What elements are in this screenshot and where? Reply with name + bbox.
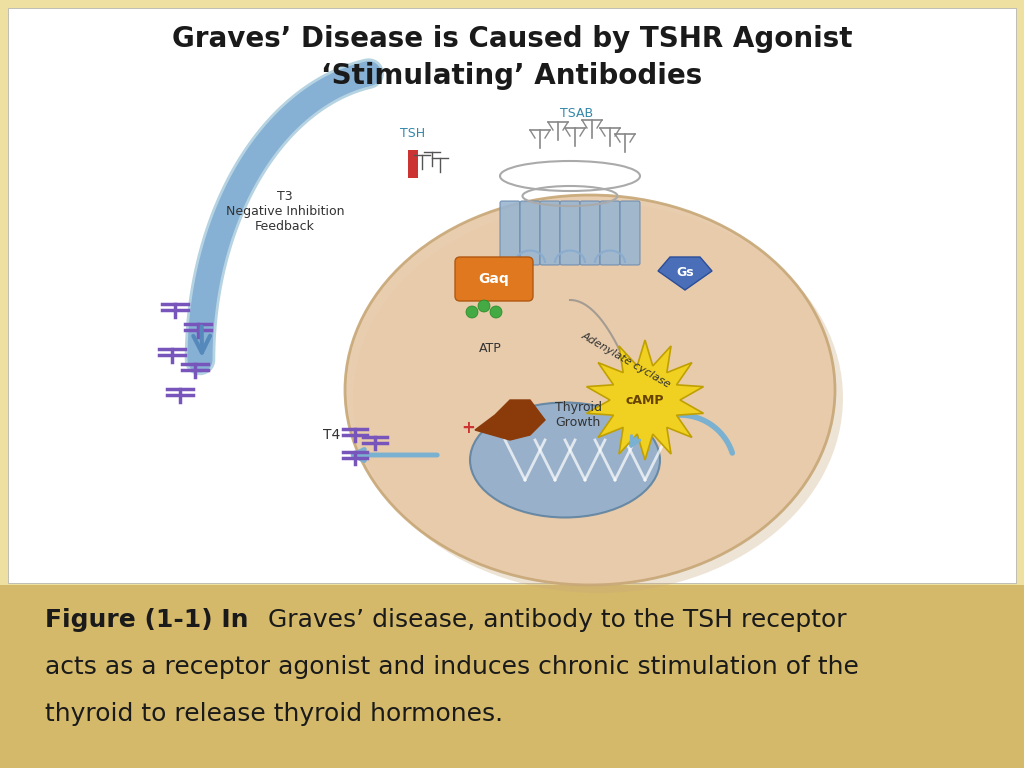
- Text: cAMP: cAMP: [626, 393, 665, 406]
- Text: +: +: [461, 419, 475, 437]
- FancyBboxPatch shape: [620, 201, 640, 265]
- FancyBboxPatch shape: [520, 201, 540, 265]
- Bar: [8, 8, 1016, 583]
- Polygon shape: [587, 340, 703, 460]
- Text: Adenylate cyclase: Adenylate cyclase: [580, 330, 673, 389]
- FancyBboxPatch shape: [560, 201, 580, 265]
- Ellipse shape: [345, 195, 835, 585]
- FancyBboxPatch shape: [580, 201, 600, 265]
- Circle shape: [466, 306, 478, 318]
- Text: Thyroid
Growth: Thyroid Growth: [555, 401, 602, 429]
- Text: Graves’ Disease is Caused by TSHR Agonist
‘Stimulating’ Antibodies: Graves’ Disease is Caused by TSHR Agonis…: [172, 25, 852, 90]
- Text: thyroid to release thyroid hormones.: thyroid to release thyroid hormones.: [45, 702, 503, 726]
- FancyBboxPatch shape: [600, 201, 620, 265]
- Ellipse shape: [470, 402, 660, 518]
- Text: TSAB: TSAB: [560, 107, 594, 120]
- Text: Figure (1-1) In: Figure (1-1) In: [45, 608, 249, 632]
- Polygon shape: [475, 400, 545, 440]
- Polygon shape: [658, 257, 712, 290]
- Text: Graves’ disease, antibody to the TSH receptor: Graves’ disease, antibody to the TSH rec…: [260, 608, 847, 632]
- Ellipse shape: [353, 203, 843, 593]
- Text: Gs: Gs: [676, 266, 694, 279]
- Bar: [408, 150, 418, 178]
- Bar: [0, 585, 1024, 768]
- FancyBboxPatch shape: [455, 257, 534, 301]
- Text: T3
Negative Inhibition
Feedback: T3 Negative Inhibition Feedback: [225, 190, 344, 233]
- Text: TSH: TSH: [400, 127, 426, 140]
- FancyBboxPatch shape: [500, 201, 520, 265]
- Circle shape: [478, 300, 490, 312]
- Text: ATP: ATP: [478, 342, 502, 355]
- Text: Gaq: Gaq: [478, 272, 509, 286]
- Text: T4: T4: [323, 428, 340, 442]
- Text: acts as a receptor agonist and induces chronic stimulation of the: acts as a receptor agonist and induces c…: [45, 655, 859, 679]
- Circle shape: [490, 306, 502, 318]
- FancyBboxPatch shape: [540, 201, 560, 265]
